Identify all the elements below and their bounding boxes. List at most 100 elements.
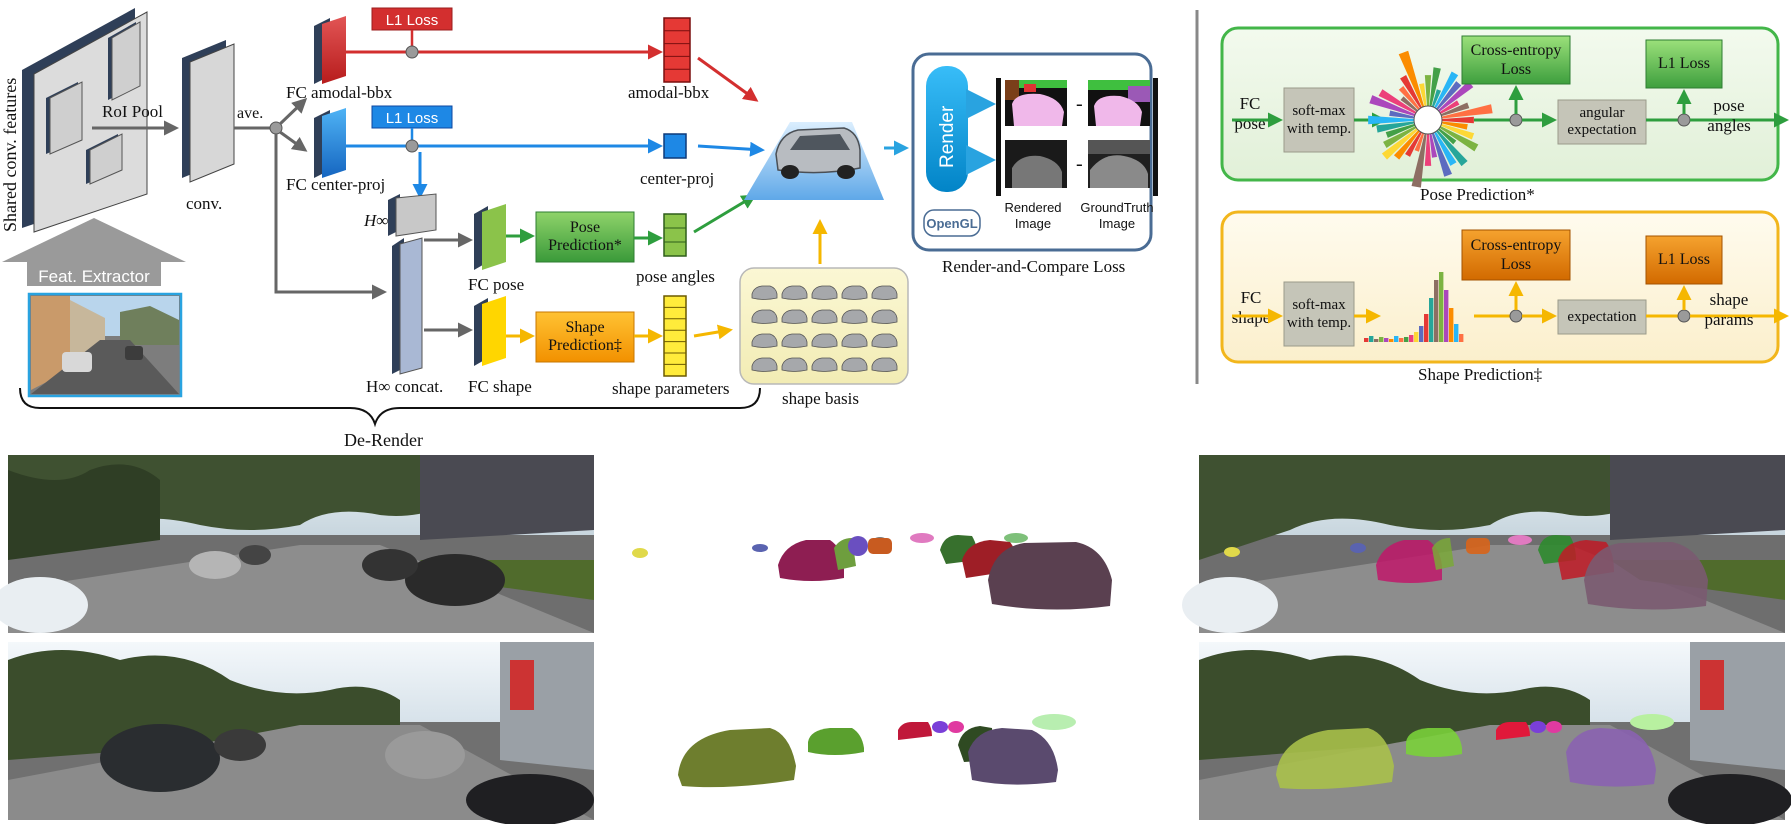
shape-softmax-box xyxy=(1283,281,1355,347)
shape-basis-grid xyxy=(751,285,898,372)
shape-hist-bar xyxy=(1409,335,1414,342)
l1-loss-red-label: L1 Loss xyxy=(386,12,439,29)
opengl-label: OpenGL xyxy=(926,216,977,231)
car-3d-model xyxy=(775,127,861,179)
shape-basis-car xyxy=(811,357,838,372)
shape-params-label: shape parameters xyxy=(612,379,730,398)
shared-features-block xyxy=(22,8,148,233)
pose-prediction-box-label: Pose Prediction* xyxy=(548,218,622,254)
rose-petal xyxy=(1429,67,1441,107)
shape-basis-car xyxy=(841,333,868,348)
h-inf-concat-label: H∞ concat. xyxy=(366,377,443,396)
pose-rose-histogram xyxy=(1368,50,1493,188)
rose-petal xyxy=(1424,133,1432,166)
rose-petal xyxy=(1376,121,1415,133)
shape-panel-caption: Shape Prediction‡ xyxy=(1418,365,1542,384)
rose-petal xyxy=(1439,126,1479,152)
input-image-thumbnail xyxy=(27,292,183,398)
pose-l1-loss-box xyxy=(1645,39,1723,89)
center-output-box xyxy=(663,133,687,159)
amodal-output-label: amodal-bbx xyxy=(628,83,710,102)
pose-cross-entropy-box xyxy=(1461,35,1571,85)
rendered-cars-top xyxy=(632,533,1112,610)
fc-pose-block xyxy=(474,204,506,270)
h-inf-concat-block xyxy=(392,237,423,375)
fc-center-label: FC center-proj xyxy=(286,175,385,194)
pose-panel-output-label: pose angles xyxy=(1707,96,1751,136)
l1-loss-blue-label: L1 Loss xyxy=(386,110,439,127)
shape-basis-car xyxy=(751,357,778,372)
shape-basis-car xyxy=(811,333,838,348)
shape-hist-bar xyxy=(1389,339,1394,342)
de-render-brace xyxy=(19,387,761,428)
rose-petal xyxy=(1398,50,1425,108)
shape-panel-output-label: shape params xyxy=(1704,290,1754,330)
rose-petal xyxy=(1434,131,1457,166)
shape-hist-bar xyxy=(1424,314,1429,342)
shape-hist-bar xyxy=(1434,280,1439,342)
shape-basis-car xyxy=(841,357,868,372)
arrow-to-fc-center xyxy=(279,130,308,152)
rose-petal xyxy=(1419,83,1427,107)
rose-petal xyxy=(1405,131,1422,157)
rose-petal xyxy=(1398,86,1420,110)
shape-basis-car xyxy=(841,285,868,300)
pose-panel-caption: Pose Prediction* xyxy=(1420,185,1535,204)
shape-basis-car xyxy=(781,333,808,348)
shape-basis-car xyxy=(871,309,898,324)
arrow-to-fc-amodal xyxy=(278,97,308,126)
fc-shape-block xyxy=(474,296,506,366)
feat-extractor-band xyxy=(27,262,161,286)
shape-basis-car xyxy=(781,285,808,300)
shape-hist-bar xyxy=(1404,337,1409,342)
shape-cross-entropy-label: Cross-entropy Loss xyxy=(1470,236,1562,273)
shared-features-label: Shared conv. features xyxy=(0,78,20,232)
shape-params-stack xyxy=(663,295,687,377)
shape-hist-bar xyxy=(1369,336,1374,342)
groundtruth-image-seg xyxy=(1088,78,1158,142)
rose-petal xyxy=(1378,89,1417,114)
shape-basis-car xyxy=(811,309,838,324)
pose-to-render-arrow xyxy=(693,194,757,234)
center-to-render-arrow xyxy=(697,141,765,157)
red-junction xyxy=(405,45,419,59)
shape-basis-car xyxy=(781,309,808,324)
render-pill[interactable] xyxy=(926,66,968,192)
fc-center-block xyxy=(314,108,346,178)
rose-petal xyxy=(1368,115,1415,125)
render-compare-caption: Render-and-Compare Loss xyxy=(942,257,1125,276)
shape-softmax-label: soft-max with temp. xyxy=(1286,297,1352,331)
rose-petal xyxy=(1436,130,1468,167)
shape-basis-car xyxy=(811,285,838,300)
overlay-photo-bottom-right xyxy=(1199,642,1791,826)
rose-petal xyxy=(1440,123,1475,140)
rose-petal xyxy=(1438,128,1457,145)
shape-expectation-label: expectation xyxy=(1567,308,1637,325)
groundtruth-image-depth xyxy=(1088,138,1158,196)
street-photo-bottom-left xyxy=(8,642,594,826)
fc-amodal-block xyxy=(314,16,346,84)
rose-petal xyxy=(1438,81,1474,112)
shape-l1-loss-box xyxy=(1645,235,1723,285)
de-render-label: De-Render xyxy=(344,430,423,450)
center-output-label: center-proj xyxy=(640,169,714,188)
rose-petal xyxy=(1369,95,1416,117)
shape-hist-bar xyxy=(1394,336,1399,342)
shape-histogram xyxy=(1364,272,1464,342)
rose-center xyxy=(1413,105,1443,135)
feat-extractor-shape xyxy=(2,218,186,262)
shape-junction-1 xyxy=(1509,309,1523,323)
rose-petal xyxy=(1411,133,1427,188)
shape-basis-car xyxy=(841,309,868,324)
shape-hist-bar xyxy=(1364,338,1369,342)
amodal-output-stack xyxy=(663,17,691,83)
shape-hist-bar xyxy=(1454,324,1459,342)
h-inf-top-block xyxy=(388,193,437,237)
rose-petal xyxy=(1441,104,1493,119)
rose-petal xyxy=(1389,110,1415,119)
pose-junction-2 xyxy=(1677,113,1691,127)
fc-shape-label: FC shape xyxy=(468,377,532,396)
opengl-badge xyxy=(923,209,981,237)
shape-basis-car xyxy=(781,357,808,372)
